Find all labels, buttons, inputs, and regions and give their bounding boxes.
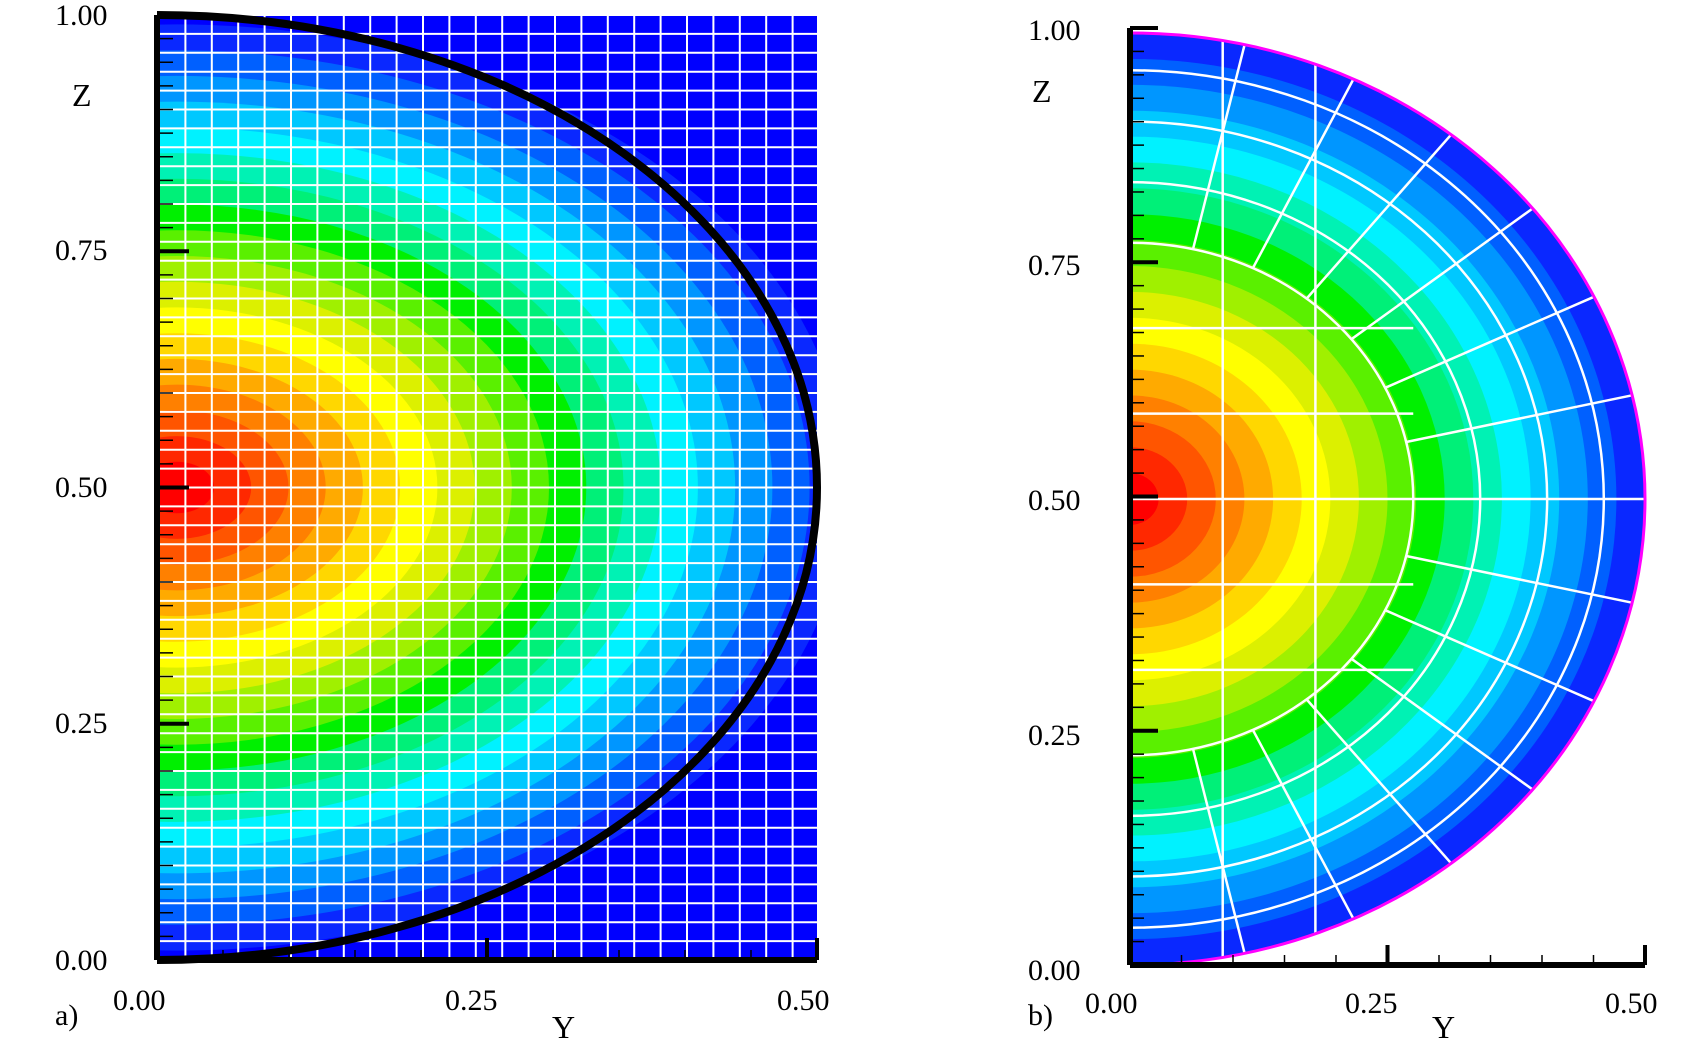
panel-a-boundary <box>156 11 821 964</box>
panel-a-axes <box>154 13 819 963</box>
panel-a: 0.00 0.25 0.50 0.75 1.00 0.00 0.25 0.50 … <box>55 0 830 1045</box>
panel-b-mesh-line <box>1405 554 1633 604</box>
panel-b-mesh-line <box>1305 133 1453 300</box>
panel-b-contour-band <box>1130 421 1216 577</box>
panel-b-boundary <box>1129 31 1647 967</box>
panel-b-contours <box>1130 33 1645 965</box>
panel-b-mesh-line <box>1191 748 1246 954</box>
panel-b-mesh-line <box>1130 120 1549 878</box>
panel-b-label: b) <box>1028 999 1053 1032</box>
panel-b-mesh-line <box>1350 657 1534 791</box>
panel-b: 0.00 0.25 0.50 0.75 1.00 0.00 0.25 0.50 … <box>1028 14 1658 1045</box>
panel-a-xtick-0: 0.00 <box>113 984 166 1017</box>
panel-b-ytick-3: 0.75 <box>1028 249 1081 282</box>
panel-a-xlabel: Y <box>552 1009 575 1045</box>
panel-b-ytick-2: 0.50 <box>1028 484 1081 517</box>
panel-a-ytick-1: 0.25 <box>55 707 108 740</box>
panel-a-ytick-3: 0.75 <box>55 234 108 267</box>
panel-a-xtick-1: 0.25 <box>445 984 498 1017</box>
panel-a-mesh <box>157 15 817 960</box>
panel-a-ytick-4: 1.00 <box>55 0 108 32</box>
panel-b-axes <box>1127 26 1647 968</box>
panel-a-ytick-0: 0.00 <box>55 944 108 977</box>
panel-a-ytick-2: 0.50 <box>55 471 108 504</box>
panel-a-contours <box>157 24 817 951</box>
panel-a-xtick-2: 0.50 <box>777 984 830 1017</box>
panel-b-ytick-1: 0.25 <box>1028 719 1081 752</box>
panel-b-mesh-line <box>1130 69 1606 929</box>
panel-b-ytick-4: 1.00 <box>1028 14 1081 47</box>
panel-b-mesh-line <box>1130 180 1482 818</box>
panel-b-xtick-1: 0.25 <box>1345 987 1398 1020</box>
panel-b-mesh-line <box>1384 295 1595 389</box>
panel-b-xlabel: Y <box>1432 1009 1455 1045</box>
panel-b-mesh-line <box>1191 44 1246 250</box>
panel-b-mesh-line <box>1384 609 1595 703</box>
panel-b-mesh-line <box>1251 729 1355 920</box>
panel-b-xtick-2: 0.50 <box>1605 987 1658 1020</box>
panel-b-mesh-line <box>1405 394 1633 444</box>
panel-b-xtick-0: 0.00 <box>1085 987 1138 1020</box>
panel-b-mesh <box>1130 33 1645 965</box>
panel-b-ytick-0: 0.00 <box>1028 954 1081 987</box>
panel-a-ylabel: Z <box>72 77 92 113</box>
panel-b-mesh-line <box>1251 78 1355 269</box>
panel-a-label: a) <box>55 999 78 1032</box>
panel-b-ylabel: Z <box>1032 73 1052 109</box>
panel-b-mesh-line <box>1305 698 1453 865</box>
panel-b-mesh-line <box>1350 207 1534 341</box>
